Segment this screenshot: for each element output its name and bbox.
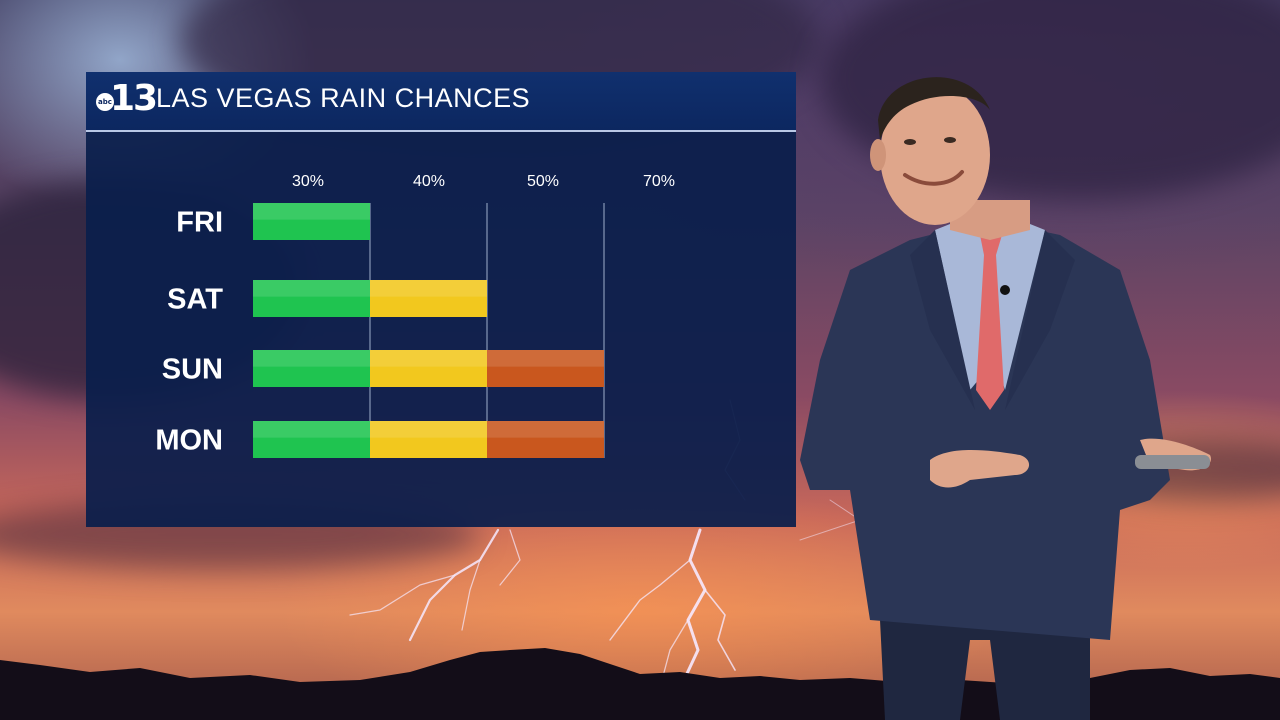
tick-label: 30% — [292, 173, 324, 190]
day-label-fri: FRI — [176, 207, 223, 239]
network-logo: abc — [96, 93, 114, 111]
day-label-sun: SUN — [162, 354, 223, 386]
bar-fri-30pct — [253, 203, 370, 240]
rain-chance-bar-chart: 30% 40% 50% 70% FRI SAT SUN MON — [155, 173, 675, 458]
bar-sat-40pct — [370, 280, 487, 317]
bar-highlight — [487, 350, 604, 367]
bar-highlight — [370, 350, 487, 367]
tick-label: 70% — [643, 173, 675, 190]
bar-sun-50pct — [487, 350, 604, 387]
day-label-sat: SAT — [167, 284, 223, 316]
bar-highlight — [253, 350, 370, 367]
channel-number: 13 — [110, 78, 158, 119]
tick-label: 40% — [413, 173, 445, 190]
bar-highlight — [253, 280, 370, 297]
day-label-mon: MON — [155, 425, 223, 457]
bar-sun-40pct — [370, 350, 487, 387]
weather-presenter — [800, 77, 1211, 720]
panel-title: LAS VEGAS RAIN CHANCES — [156, 83, 531, 113]
bar-highlight — [253, 421, 370, 438]
bar-mon-30pct — [253, 421, 370, 458]
bar-highlight — [253, 203, 370, 220]
bar-highlight — [370, 280, 487, 297]
bar-mon-50pct — [487, 421, 604, 458]
bar-sun-30pct — [253, 350, 370, 387]
tick-label: 50% — [527, 173, 559, 190]
rain-chances-panel: abc 13 LAS VEGAS RAIN CHANCES 30% 40% 50% 7… — [86, 72, 796, 527]
bar-mon-40pct — [370, 421, 487, 458]
bar-highlight — [370, 421, 487, 438]
station-logo: abc 13 — [96, 78, 158, 121]
bar-sat-30pct — [253, 280, 370, 317]
clicker-remote — [1135, 455, 1210, 469]
bar-highlight — [487, 421, 604, 438]
panel-header: abc 13 LAS VEGAS RAIN CHANCES — [86, 72, 796, 132]
